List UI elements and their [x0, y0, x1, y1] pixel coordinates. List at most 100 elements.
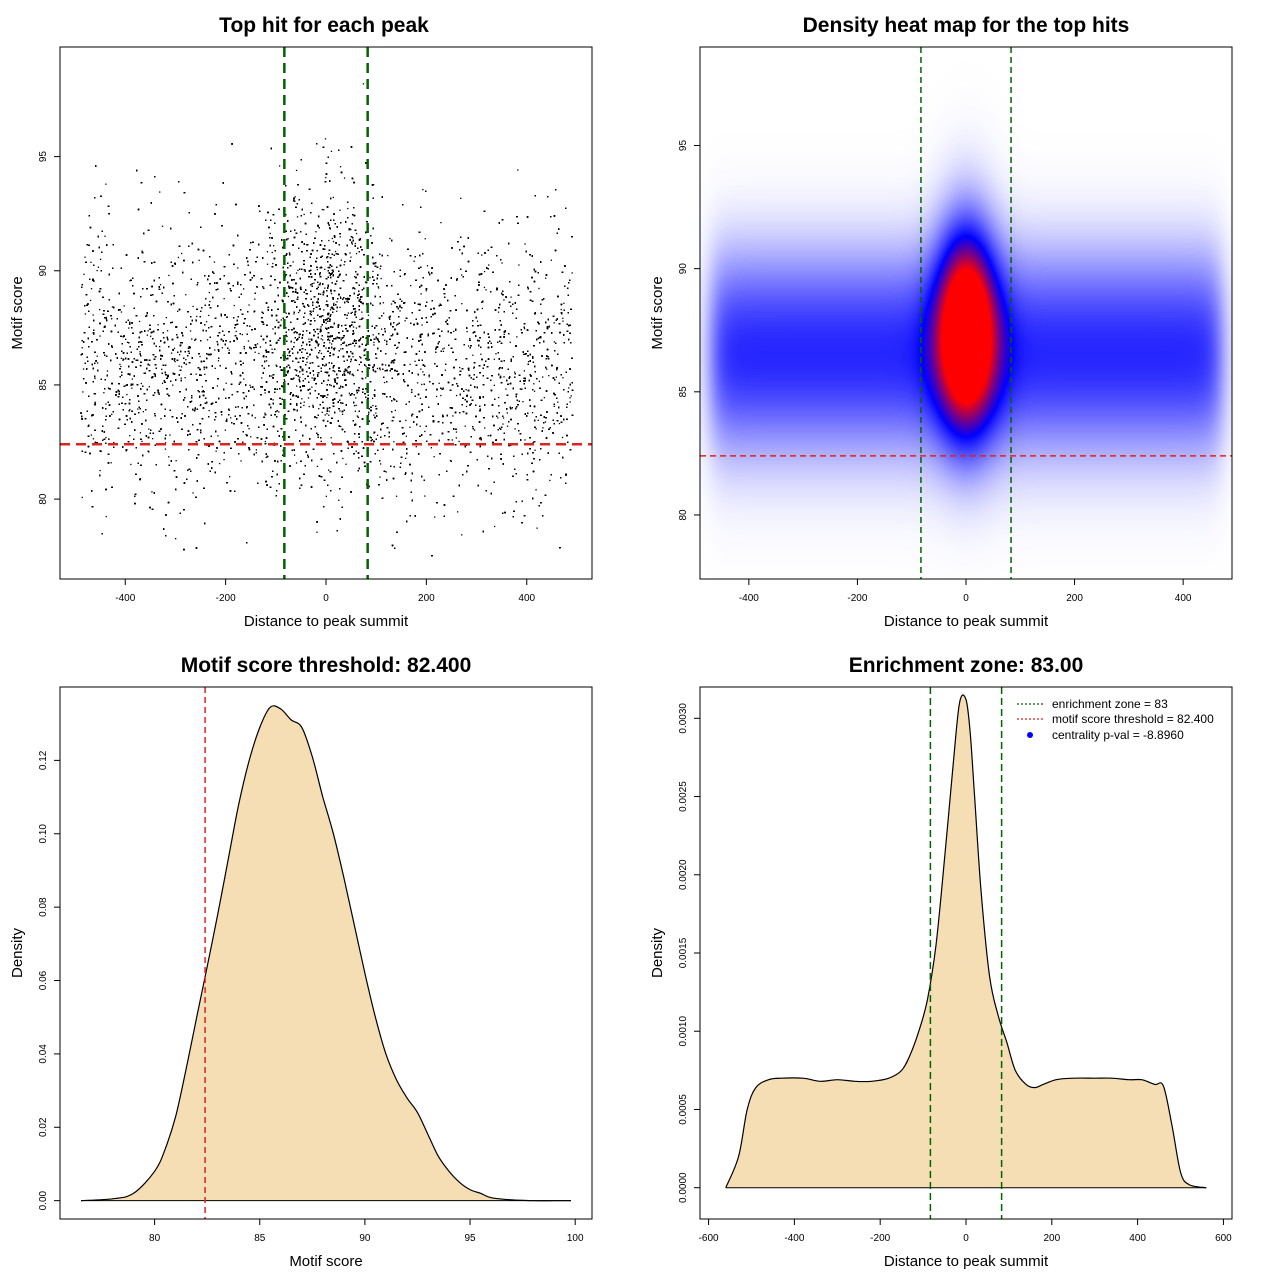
scatter-point	[129, 435, 131, 437]
scatter-point	[327, 338, 330, 340]
scatter-point	[317, 300, 319, 302]
scatter-point	[458, 440, 460, 443]
scatter-point	[321, 208, 323, 211]
scatter-point	[534, 449, 536, 451]
scatter-point	[383, 381, 386, 384]
scatter-point	[433, 456, 435, 458]
scatter-point	[180, 377, 182, 379]
scatter-point	[255, 449, 257, 451]
scatter-point	[174, 360, 176, 363]
scatter-point	[311, 377, 313, 379]
scatter-point	[476, 320, 479, 322]
scatter-point	[497, 417, 499, 419]
scatter-point	[532, 441, 534, 444]
scatter-point	[501, 262, 503, 264]
scatter-point	[165, 442, 167, 444]
scatter-point	[467, 345, 470, 347]
scatter-point	[249, 384, 251, 386]
scatter-point	[404, 302, 406, 304]
scatter-point	[350, 229, 352, 231]
scatter-point	[161, 225, 164, 227]
scatter-point	[568, 387, 570, 389]
scatter-point	[329, 309, 332, 311]
scatter-point	[125, 338, 127, 340]
scatter-point	[303, 213, 305, 216]
scatter-point	[405, 435, 407, 437]
scatter-point	[354, 312, 356, 314]
scatter-point	[325, 322, 327, 324]
scatter-point	[283, 381, 285, 384]
scatter-point	[332, 196, 334, 199]
scatter-point	[308, 405, 310, 408]
scatter-point	[271, 375, 273, 377]
scatter-point	[363, 363, 366, 366]
scatter-point	[328, 414, 330, 416]
scatter-point	[404, 320, 406, 322]
scatter-point	[503, 299, 505, 301]
scatter-point	[570, 395, 572, 397]
scatter-point	[399, 310, 401, 312]
scatter-point	[223, 459, 225, 461]
scatter-point	[266, 263, 269, 265]
scatter-point	[465, 405, 468, 408]
scatter-point	[395, 495, 398, 497]
scatter-point	[543, 397, 545, 399]
scatter-point	[137, 408, 139, 410]
scatter-point	[352, 326, 355, 328]
scatter-point	[380, 277, 382, 280]
scatter-point	[99, 469, 101, 472]
scatter-point	[316, 465, 319, 467]
scatter-point	[373, 341, 375, 344]
scatter-point	[440, 222, 442, 224]
scatter-point	[346, 352, 348, 354]
scatter-point	[459, 366, 461, 369]
scatter-point	[349, 252, 351, 254]
scatter-point	[347, 367, 349, 369]
scatter-point	[509, 341, 511, 343]
scatter-point	[94, 377, 96, 380]
scatter-point	[340, 259, 342, 261]
scatter-point	[152, 438, 154, 440]
scatter-point	[237, 267, 239, 269]
scatter-point	[280, 319, 282, 321]
scatter-point	[444, 369, 446, 371]
scatter-point	[373, 432, 375, 434]
scatter-point	[343, 264, 345, 266]
scatter-point	[254, 351, 256, 353]
scatter-point	[90, 261, 92, 263]
scatter-point	[120, 365, 122, 368]
scatter-point	[103, 392, 105, 394]
scatter-point	[161, 368, 163, 370]
scatter-point	[555, 376, 557, 378]
scatter-point	[330, 150, 333, 152]
scatter-point	[382, 302, 384, 304]
scatter-point	[410, 285, 412, 287]
scatter-point	[372, 404, 374, 407]
scatter-point	[561, 436, 564, 439]
scatter-point	[331, 442, 333, 444]
scatter-point	[306, 361, 308, 363]
scatter-point	[327, 266, 329, 269]
scatter-point	[485, 289, 487, 291]
scatter-point	[328, 239, 330, 242]
scatter-point	[276, 341, 278, 343]
scatter-point	[376, 434, 379, 436]
scatter-point	[255, 452, 257, 454]
scatter-point	[286, 335, 288, 338]
scatter-point	[240, 460, 242, 462]
scatter-point	[393, 441, 395, 443]
scatter-point	[493, 384, 495, 386]
scatter-point	[358, 363, 360, 366]
scatter-point	[316, 268, 318, 271]
scatter-point	[89, 299, 92, 302]
scatter-point	[243, 348, 245, 350]
scatter-point	[440, 394, 442, 397]
scatter-point	[84, 313, 86, 315]
scatter-point	[320, 326, 322, 328]
scatter-point	[169, 434, 171, 436]
scatter-point	[343, 177, 346, 179]
scatter-point	[372, 270, 374, 272]
scatter-point	[214, 367, 216, 369]
scatter-point	[105, 515, 107, 518]
scatter-point	[461, 274, 463, 276]
